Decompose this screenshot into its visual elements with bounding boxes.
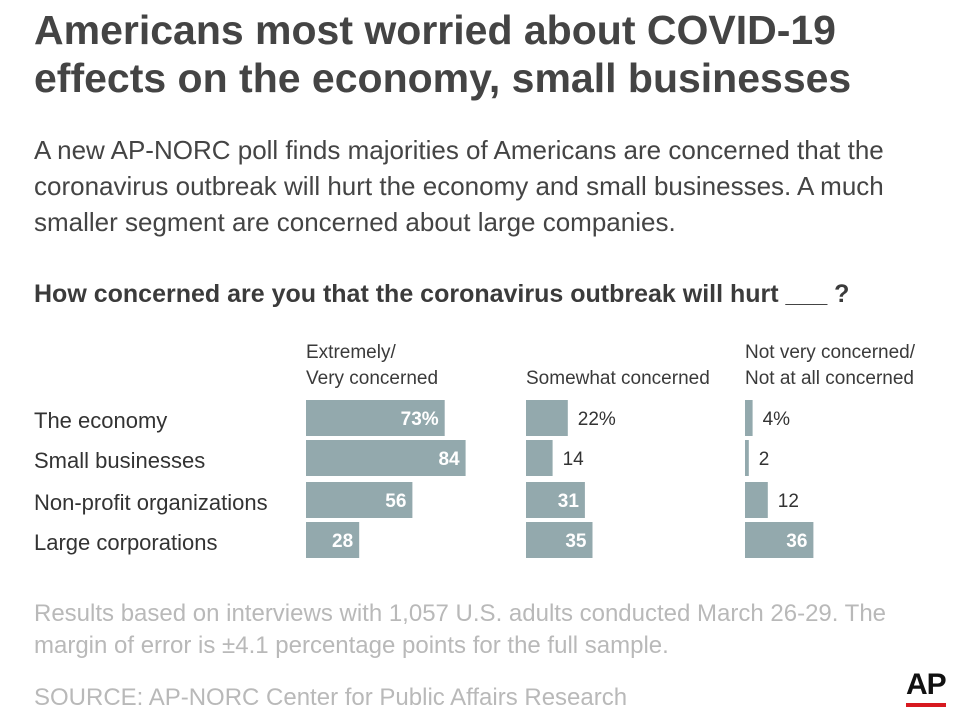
ap-logo: AP bbox=[906, 668, 947, 701]
methodology-note: Results based on interviews with 1,057 U… bbox=[34, 600, 887, 659]
value-label-s3-c1: 4% bbox=[763, 409, 791, 430]
bar-s3-c2 bbox=[745, 440, 749, 476]
bar-s2-c1 bbox=[526, 400, 568, 436]
bar-s2-c3 bbox=[526, 482, 585, 518]
chart-subtitle: A new AP-NORC poll finds majorities of A… bbox=[34, 135, 884, 237]
series-header-2-line-1: Somewhat concerned bbox=[526, 368, 710, 389]
bar-s1-c3 bbox=[306, 482, 413, 518]
bar-s1-c2 bbox=[306, 440, 466, 476]
value-label-s1-c3: 56 bbox=[385, 491, 406, 512]
bar-s3-c3 bbox=[745, 482, 768, 518]
value-label-s1-c1: 73% bbox=[401, 409, 439, 430]
value-label-s3-c3: 12 bbox=[778, 491, 799, 512]
source-credit: SOURCE: AP-NORC Center for Public Affair… bbox=[34, 684, 628, 711]
series-header-1-line-2: Very concerned bbox=[306, 368, 438, 389]
category-label-2: Small businesses bbox=[34, 448, 205, 473]
category-label-1: The economy bbox=[34, 408, 167, 433]
value-label-s3-c4: 36 bbox=[786, 531, 807, 552]
ap-logo-accent bbox=[906, 703, 946, 707]
bar-s3-c4 bbox=[745, 522, 814, 558]
bar-s2-c4 bbox=[526, 522, 593, 558]
value-label-s2-c3: 31 bbox=[558, 491, 580, 512]
value-label-s1-c4: 28 bbox=[332, 531, 353, 552]
bar-s2-c2 bbox=[526, 440, 553, 476]
value-label-s1-c2: 84 bbox=[438, 449, 460, 470]
value-label-s2-c4: 35 bbox=[565, 531, 587, 552]
bar-chart: Extremely/Very concerned Somewhat concern… bbox=[34, 342, 916, 558]
category-label-4: Large corporations bbox=[34, 530, 217, 555]
survey-question: How concerned are you that the coronavir… bbox=[34, 280, 850, 308]
series-header-1-line-1: Extremely/ bbox=[306, 342, 396, 363]
series-header-3-line-1: Not very concerned/ bbox=[745, 342, 916, 363]
bar-s1-c4 bbox=[306, 522, 360, 558]
bar-s1-c1 bbox=[306, 400, 445, 436]
bar-s3-c1 bbox=[745, 400, 753, 436]
value-label-s2-c1: 22% bbox=[578, 409, 616, 430]
chart-title: Americans most worried about COVID-19 ef… bbox=[34, 7, 852, 101]
series-header-3-line-2: Not at all concerned bbox=[745, 368, 914, 389]
category-label-3: Non-profit organizations bbox=[34, 490, 268, 515]
value-label-s3-c2: 2 bbox=[759, 449, 770, 470]
value-label-s2-c2: 14 bbox=[563, 449, 585, 470]
